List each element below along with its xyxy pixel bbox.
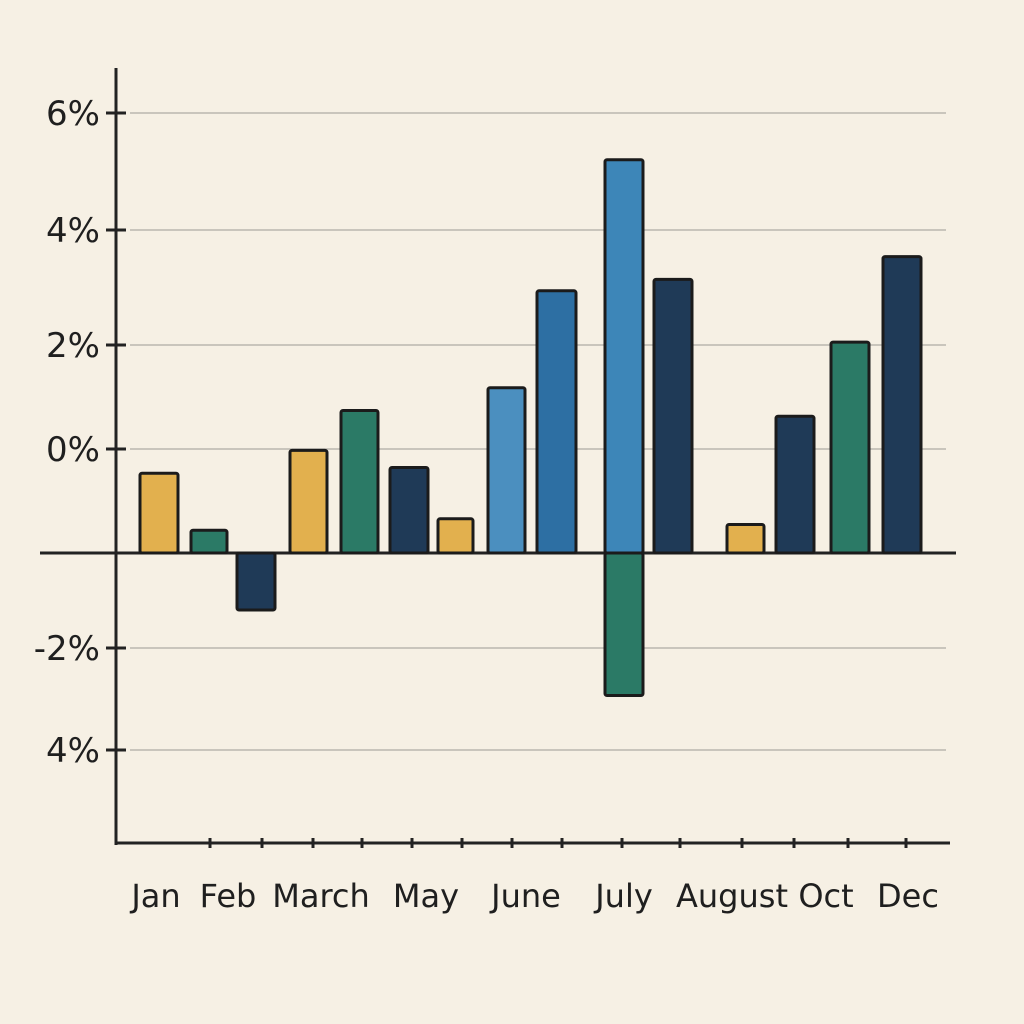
x-tick-label: Dec xyxy=(877,877,939,915)
x-ticks xyxy=(208,838,908,848)
y-tick-label: 4% xyxy=(46,731,100,771)
x-labels: Jan Feb March May June July August Oct Dec xyxy=(129,877,939,915)
bars xyxy=(138,158,923,697)
x-tick-label: May xyxy=(393,877,459,915)
y-tick-label: 0% xyxy=(46,430,100,470)
bar xyxy=(881,255,923,555)
bar xyxy=(486,386,527,555)
y-tick-label: 4% xyxy=(46,211,100,251)
bar xyxy=(652,277,694,555)
bar xyxy=(288,448,329,555)
x-tick-label: March xyxy=(272,877,370,915)
x-tick-label: Feb xyxy=(200,877,257,915)
bar xyxy=(829,340,871,555)
bar xyxy=(339,409,380,555)
bar xyxy=(436,517,475,555)
y-ticks: 6% 4% 2% 0% -2% 4% xyxy=(34,94,126,771)
y-tick-label: 6% xyxy=(46,94,100,134)
x-tick-label: Oct xyxy=(798,877,853,915)
bar xyxy=(774,414,816,555)
bar xyxy=(535,289,578,555)
bar xyxy=(388,466,430,555)
bar xyxy=(603,551,645,697)
y-tick-label: 2% xyxy=(46,326,100,366)
x-tick-label: July xyxy=(593,877,653,915)
y-tick-label: -2% xyxy=(34,629,100,669)
x-tick-label: June xyxy=(489,877,561,915)
bar xyxy=(235,551,277,612)
x-tick-label: August xyxy=(676,877,788,915)
bar xyxy=(138,471,180,555)
bar xyxy=(725,523,766,555)
x-tick-label: Jan xyxy=(129,877,180,915)
bar xyxy=(603,158,645,555)
bar xyxy=(189,528,229,555)
